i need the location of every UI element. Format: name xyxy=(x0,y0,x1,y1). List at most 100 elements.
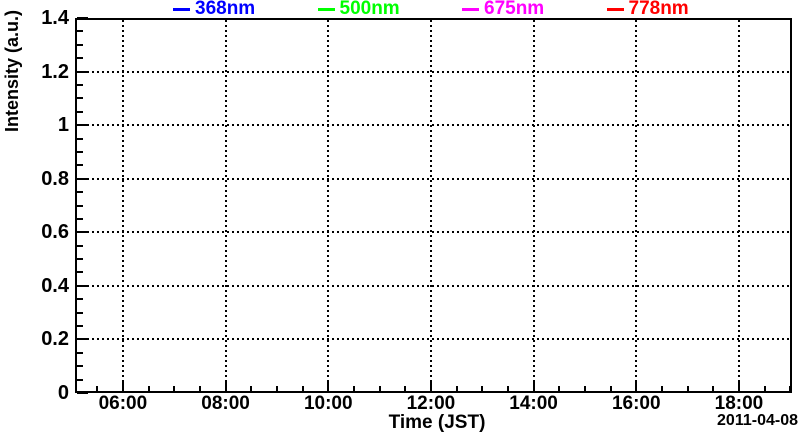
x-gridline xyxy=(635,20,638,391)
y-major-tick xyxy=(77,17,88,19)
x-minor-tick xyxy=(583,386,586,391)
y-minor-tick xyxy=(77,97,83,100)
y-minor-tick xyxy=(77,30,83,33)
x-tick-label: 16:00 xyxy=(611,393,661,414)
x-minor-tick xyxy=(378,386,381,391)
legend-label: 500nm xyxy=(339,0,400,19)
y-tick-label: 1 xyxy=(57,114,69,137)
y-tick-label: 1.2 xyxy=(41,60,69,83)
x-major-tick xyxy=(532,382,535,391)
y-minor-tick xyxy=(77,137,83,140)
y-gridline xyxy=(77,177,790,180)
x-tick-label: 18:00 xyxy=(714,393,764,414)
x-tick-label: 10:00 xyxy=(303,393,353,414)
y-minor-tick xyxy=(77,164,83,167)
y-major-tick xyxy=(77,284,88,287)
y-major-tick xyxy=(77,231,88,234)
date-annotation: 2011-04-08 xyxy=(717,412,798,429)
y-major-tick xyxy=(77,392,88,394)
x-minor-tick xyxy=(558,386,561,391)
x-tick-label: 14:00 xyxy=(509,393,558,414)
y-minor-tick xyxy=(77,43,83,46)
y-minor-tick xyxy=(77,298,83,301)
x-axis-title: Time (JST) xyxy=(388,412,486,433)
plot-frame xyxy=(75,18,792,393)
y-tick-label: 1.4 xyxy=(41,7,69,29)
x-gridline xyxy=(327,20,330,391)
x-gridline xyxy=(121,20,124,391)
x-minor-tick xyxy=(352,386,355,391)
legend-label: 368nm xyxy=(195,0,256,19)
x-major-tick xyxy=(327,382,330,391)
y-minor-tick xyxy=(77,271,83,274)
y-minor-tick xyxy=(77,83,83,86)
legend-label: 675nm xyxy=(484,0,545,19)
y-minor-tick xyxy=(77,311,83,314)
legend-line-swatch xyxy=(462,8,479,11)
x-minor-tick xyxy=(763,386,766,391)
x-major-tick xyxy=(121,382,124,391)
x-minor-tick xyxy=(686,386,689,391)
x-tick-label: 12:00 xyxy=(406,393,456,414)
y-minor-tick xyxy=(77,191,83,194)
x-minor-tick xyxy=(198,386,201,391)
x-minor-tick xyxy=(660,386,663,391)
y-gridline xyxy=(77,284,790,287)
x-gridline xyxy=(224,20,227,391)
y-minor-tick xyxy=(77,351,83,354)
y-tick-label: 0.4 xyxy=(41,274,69,297)
y-tick-label: 0.2 xyxy=(41,328,69,351)
x-major-tick xyxy=(224,382,227,391)
y-minor-tick xyxy=(77,325,83,328)
y-minor-tick xyxy=(77,204,83,207)
x-minor-tick xyxy=(609,386,612,391)
y-major-tick xyxy=(77,177,88,180)
y-minor-tick xyxy=(77,57,83,60)
x-minor-tick xyxy=(404,386,407,391)
x-gridline xyxy=(737,20,740,391)
x-major-tick xyxy=(737,382,740,391)
y-tick-label: 0.6 xyxy=(41,221,69,244)
x-major-tick xyxy=(429,382,432,391)
y-gridline xyxy=(77,231,790,234)
x-minor-tick xyxy=(789,386,792,391)
y-minor-tick xyxy=(77,365,83,368)
x-minor-tick xyxy=(712,386,715,391)
x-minor-tick xyxy=(275,386,278,391)
y-tick-label: 0.8 xyxy=(41,167,69,190)
series-plot-area xyxy=(77,20,790,391)
x-tick-label: 06:00 xyxy=(98,393,148,414)
x-minor-tick xyxy=(96,386,99,391)
y-gridline xyxy=(77,70,790,73)
x-minor-tick xyxy=(506,386,509,391)
x-minor-tick xyxy=(481,386,484,391)
x-minor-tick xyxy=(147,386,150,391)
y-minor-tick xyxy=(77,150,83,153)
x-major-tick xyxy=(635,382,638,391)
y-minor-tick xyxy=(77,217,83,220)
y-tick-label: 0 xyxy=(57,382,69,404)
y-gridline xyxy=(77,338,790,341)
x-minor-tick xyxy=(301,386,304,391)
y-minor-tick xyxy=(77,110,83,113)
x-gridline xyxy=(532,20,535,391)
legend-line-swatch xyxy=(606,8,624,11)
y-gridline xyxy=(77,124,790,127)
y-major-tick xyxy=(77,338,88,341)
legend-line-swatch xyxy=(173,8,190,11)
x-minor-tick xyxy=(250,386,253,391)
legend-line-swatch xyxy=(317,8,335,11)
x-gridline xyxy=(429,20,432,391)
y-major-tick xyxy=(77,124,88,127)
x-tick-label: 08:00 xyxy=(201,393,250,414)
y-minor-tick xyxy=(77,378,83,381)
y-minor-tick xyxy=(77,258,83,261)
y-major-tick xyxy=(77,70,88,73)
legend-label: 778nm xyxy=(628,0,689,19)
x-minor-tick xyxy=(455,386,458,391)
